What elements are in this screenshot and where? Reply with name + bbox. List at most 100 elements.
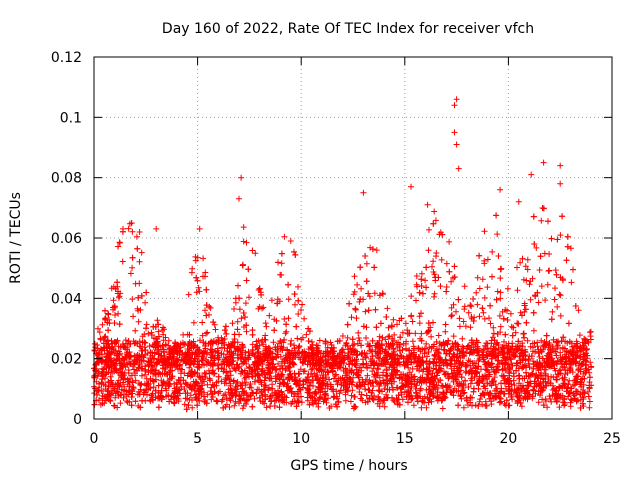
data-point bbox=[246, 294, 252, 301]
data-point bbox=[213, 397, 220, 404]
data-point bbox=[479, 305, 486, 312]
data-point bbox=[547, 349, 554, 356]
data-point bbox=[329, 355, 336, 362]
data-point bbox=[160, 337, 167, 344]
data-point bbox=[543, 341, 549, 348]
data-point bbox=[249, 403, 256, 410]
data-point bbox=[243, 356, 250, 363]
data-point bbox=[360, 361, 367, 368]
data-point bbox=[194, 358, 201, 365]
data-point bbox=[402, 320, 409, 327]
data-point bbox=[398, 371, 405, 378]
data-point bbox=[182, 390, 189, 397]
data-point bbox=[132, 339, 139, 346]
data-point bbox=[324, 360, 331, 367]
data-point bbox=[533, 371, 539, 378]
data-point bbox=[586, 398, 593, 405]
data-point bbox=[351, 288, 358, 295]
data-point bbox=[125, 370, 132, 377]
data-point bbox=[236, 400, 242, 407]
data-point bbox=[146, 343, 153, 350]
data-point bbox=[349, 336, 356, 343]
data-point bbox=[558, 338, 565, 344]
data-point bbox=[409, 318, 416, 325]
data-point bbox=[299, 301, 306, 308]
data-point bbox=[497, 295, 504, 302]
data-point bbox=[315, 366, 322, 373]
data-point bbox=[517, 259, 524, 266]
data-point bbox=[509, 362, 516, 369]
data-point bbox=[96, 329, 103, 336]
data-point bbox=[581, 335, 588, 342]
data-point bbox=[291, 345, 298, 352]
data-point bbox=[435, 332, 442, 339]
data-point bbox=[384, 305, 391, 312]
data-point bbox=[242, 349, 249, 356]
data-point bbox=[520, 363, 527, 370]
data-point bbox=[448, 313, 455, 320]
data-point bbox=[530, 309, 537, 316]
data-point bbox=[251, 395, 258, 402]
data-point bbox=[475, 357, 482, 364]
data-point bbox=[413, 393, 420, 400]
data-point bbox=[418, 270, 425, 277]
data-point bbox=[151, 335, 157, 342]
data-point bbox=[470, 296, 477, 302]
data-point bbox=[453, 308, 459, 315]
data-point bbox=[106, 391, 113, 398]
data-point bbox=[284, 380, 291, 387]
data-point bbox=[202, 343, 209, 349]
data-point bbox=[288, 389, 295, 396]
data-point bbox=[392, 372, 399, 379]
data-point bbox=[390, 352, 397, 359]
data-point bbox=[149, 396, 156, 403]
data-point bbox=[491, 374, 498, 381]
data-point bbox=[192, 342, 199, 349]
data-point bbox=[536, 383, 543, 390]
data-point bbox=[557, 232, 564, 239]
data-point bbox=[559, 213, 566, 220]
data-point bbox=[416, 362, 423, 369]
data-point bbox=[202, 374, 209, 381]
data-point bbox=[342, 397, 349, 404]
data-point bbox=[481, 257, 488, 264]
data-point bbox=[134, 352, 141, 358]
data-point bbox=[556, 404, 563, 411]
data-point bbox=[500, 345, 507, 352]
data-point bbox=[301, 358, 308, 365]
data-point bbox=[143, 321, 150, 328]
data-point bbox=[369, 353, 376, 360]
data-point bbox=[201, 369, 208, 376]
data-point bbox=[409, 338, 416, 345]
data-point bbox=[111, 365, 118, 372]
data-point bbox=[408, 384, 415, 390]
data-point bbox=[315, 403, 322, 410]
data-point bbox=[155, 382, 162, 389]
data-point bbox=[467, 324, 474, 331]
data-point bbox=[136, 391, 143, 398]
data-point bbox=[111, 402, 117, 409]
data-point bbox=[357, 296, 364, 303]
data-point bbox=[242, 300, 249, 307]
data-point bbox=[121, 356, 128, 363]
data-point bbox=[399, 329, 406, 336]
data-point bbox=[514, 397, 521, 404]
data-point bbox=[492, 346, 499, 353]
data-point bbox=[258, 379, 265, 386]
data-point bbox=[546, 393, 553, 400]
data-point bbox=[210, 319, 217, 326]
data-point bbox=[426, 226, 432, 233]
data-point bbox=[394, 367, 400, 374]
data-point bbox=[102, 371, 109, 378]
data-point bbox=[237, 397, 244, 403]
data-point bbox=[557, 312, 564, 319]
data-point bbox=[356, 379, 363, 385]
data-point bbox=[95, 368, 102, 375]
data-point bbox=[138, 357, 145, 364]
data-point bbox=[200, 349, 207, 356]
data-point bbox=[491, 337, 498, 344]
data-point bbox=[430, 269, 437, 275]
data-point bbox=[369, 395, 376, 402]
data-point bbox=[325, 351, 332, 358]
data-point bbox=[459, 387, 466, 394]
